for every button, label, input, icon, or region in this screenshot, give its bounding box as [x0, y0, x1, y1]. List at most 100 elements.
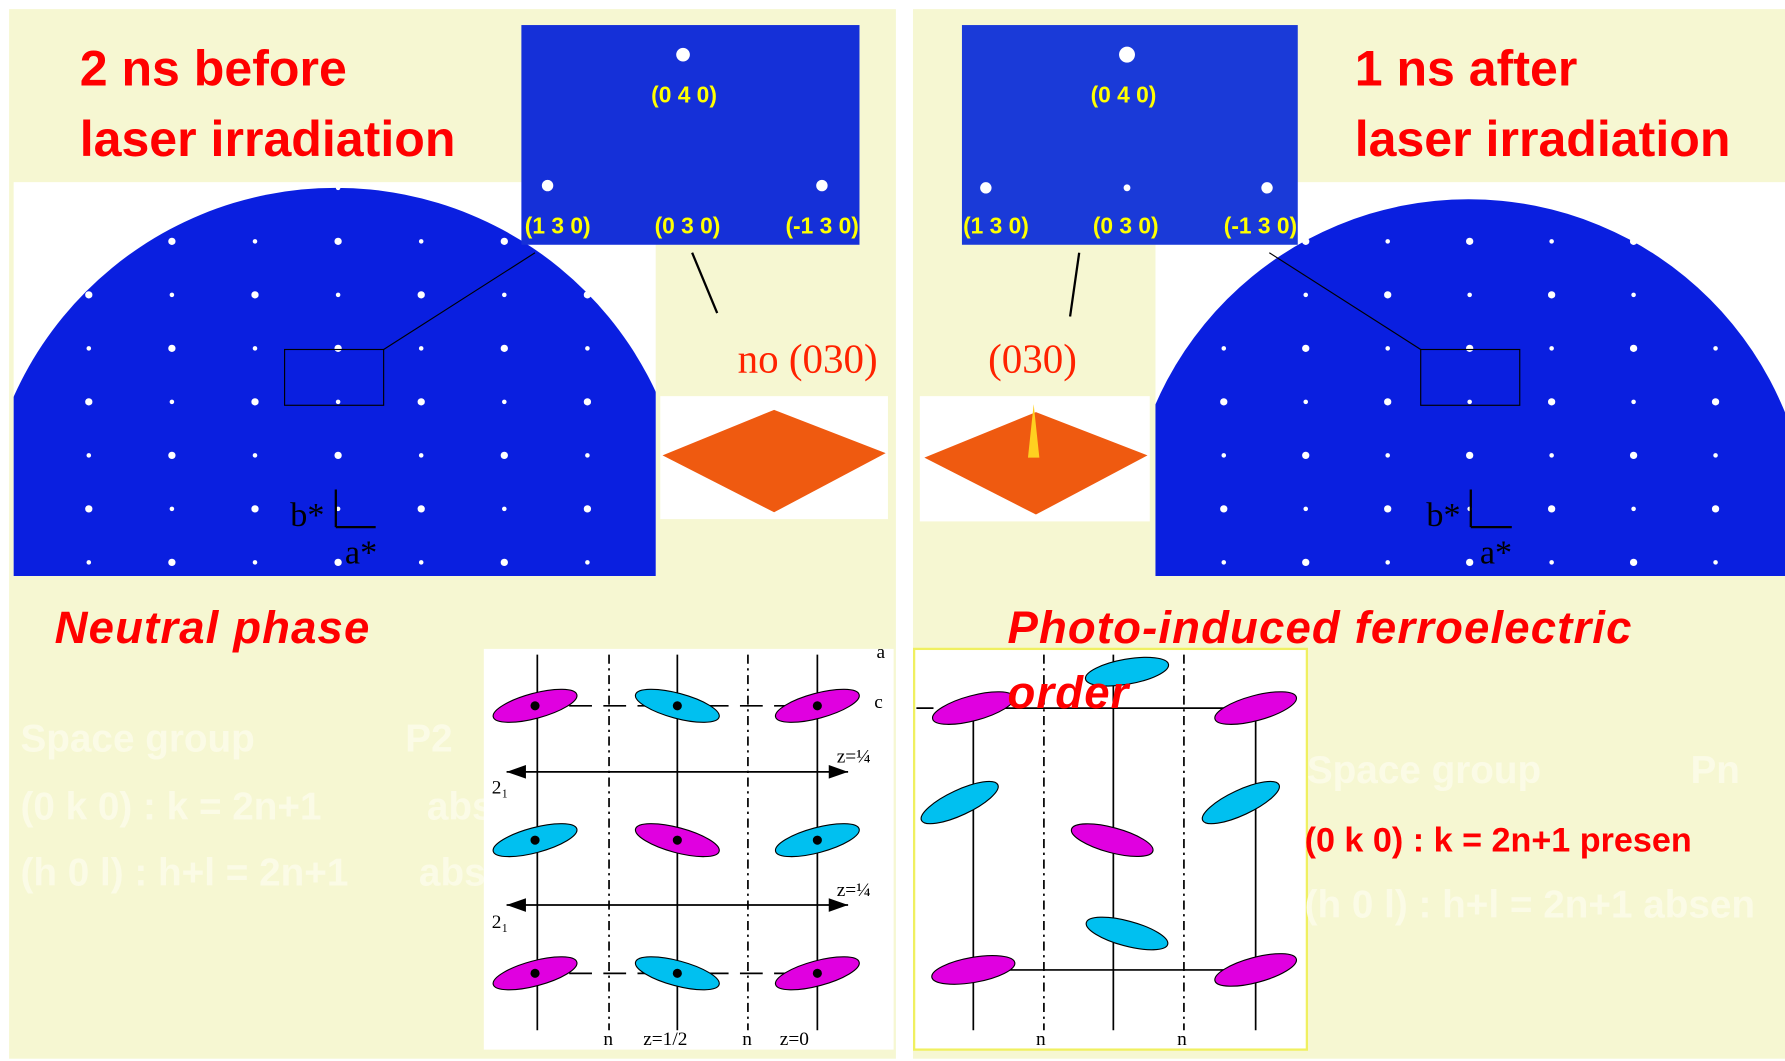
spot [1713, 560, 1718, 565]
spot [501, 238, 508, 245]
spot [87, 239, 92, 244]
spot [85, 184, 92, 191]
inset-label: (0 4 0) [1091, 81, 1157, 107]
spot [336, 400, 341, 405]
spot [1549, 239, 1554, 244]
spot [1303, 507, 1308, 512]
title: 1 ns after [1355, 40, 1578, 96]
diagram-label: z=1/2 [643, 1029, 687, 1050]
spot [85, 291, 92, 298]
spot [1713, 239, 1718, 244]
spot [87, 346, 92, 351]
spot [1385, 346, 1390, 351]
diagram-label: 2₁ [492, 912, 508, 933]
spot [585, 453, 590, 458]
spot [168, 345, 175, 352]
spot [676, 48, 690, 62]
rule: abs [419, 852, 486, 895]
spot [542, 180, 553, 191]
diagram-label: z=¼ [837, 880, 871, 901]
title: 2 ns before [80, 40, 347, 96]
spot [502, 186, 507, 191]
spot [1631, 186, 1636, 191]
spot [1124, 184, 1131, 191]
spot [3, 400, 8, 405]
spot [87, 560, 92, 565]
spot [584, 505, 591, 512]
spot [1220, 398, 1227, 405]
spot [1384, 291, 1391, 298]
spot [334, 452, 341, 459]
spot [170, 293, 175, 298]
spot [85, 505, 92, 512]
spot [3, 293, 8, 298]
rule: (0 k 0) : k = 2n+1 presen [1305, 822, 1692, 860]
spot [168, 559, 175, 566]
phase: Photo-induced ferroelectric [1007, 602, 1632, 653]
spot [334, 345, 341, 352]
inset-label: (1 3 0) [525, 212, 591, 238]
title: laser irradiation [1355, 111, 1731, 167]
diagram-label: z=0 [780, 1029, 809, 1050]
spot [1466, 559, 1473, 566]
spot [1630, 238, 1637, 245]
spot [1548, 184, 1555, 191]
spot [1221, 453, 1226, 458]
annotation: (030) [988, 335, 1077, 381]
inset-label: (0 4 0) [651, 81, 717, 107]
spot [1119, 47, 1135, 63]
spot [419, 239, 424, 244]
spot [1261, 182, 1272, 193]
spot [253, 239, 258, 244]
spot [253, 453, 258, 458]
spot [1631, 507, 1636, 512]
spot [168, 452, 175, 459]
spot [1467, 400, 1472, 405]
spot [1221, 560, 1226, 565]
inset-label: (0 3 0) [655, 212, 721, 238]
spot [2, 238, 9, 245]
slide: b* a* (0 4 0) (1 3 0) (0 3 0) (-1 3 0) 2… [0, 0, 1785, 1061]
phase: order [1007, 667, 1130, 718]
space-group: Pn [1691, 749, 1740, 792]
spot [1631, 400, 1636, 405]
diagram-label: n [742, 1029, 752, 1050]
spot [1548, 505, 1555, 512]
spot [418, 184, 425, 191]
spot [334, 559, 341, 566]
spot [502, 400, 507, 405]
spot [419, 346, 424, 351]
spot [253, 346, 258, 351]
spot [1712, 184, 1719, 191]
rule: (h 0 l) : h+l = 2n+1 [20, 852, 348, 895]
spot [1385, 560, 1390, 565]
spot [1220, 291, 1227, 298]
spot [336, 186, 341, 191]
rule: (0 k 0) : k = 2n+1 [20, 786, 321, 829]
spot [585, 560, 590, 565]
inset-label: (1 3 0) [963, 212, 1029, 238]
spot [584, 398, 591, 405]
spot [1548, 291, 1555, 298]
spot [1712, 291, 1719, 298]
spot [251, 291, 258, 298]
diagram-label: 2₁ [492, 777, 508, 798]
spot [1630, 345, 1637, 352]
spot [816, 180, 827, 191]
annotation: no (030) [738, 335, 878, 381]
spot [87, 453, 92, 458]
spot [419, 560, 424, 565]
spot [419, 453, 424, 458]
spot [1466, 238, 1473, 245]
spot [1385, 239, 1390, 244]
spot [502, 507, 507, 512]
spot [1303, 186, 1308, 191]
spot [585, 346, 590, 351]
space-group: P2 [405, 717, 452, 760]
spot [1384, 184, 1391, 191]
spot [1384, 505, 1391, 512]
spot [418, 505, 425, 512]
spot [1549, 346, 1554, 351]
spot [1303, 400, 1308, 405]
rule: abs [427, 786, 494, 829]
